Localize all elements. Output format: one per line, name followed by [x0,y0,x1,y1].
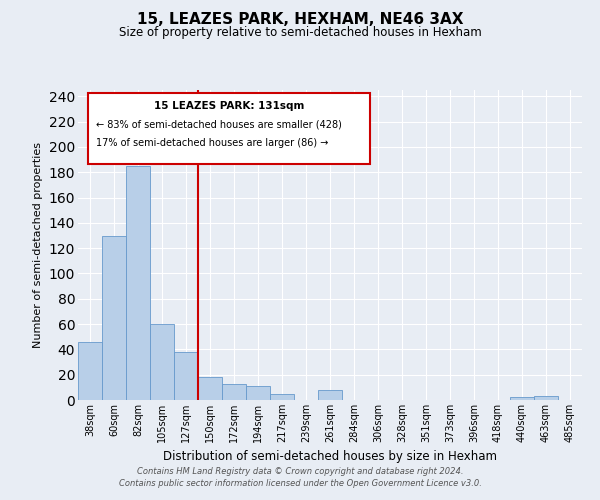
FancyBboxPatch shape [88,93,370,164]
Bar [246,386,270,400]
Bar [534,396,558,400]
Text: Size of property relative to semi-detached houses in Hexham: Size of property relative to semi-detach… [119,26,481,39]
Bar [318,390,342,400]
Y-axis label: Number of semi-detached properties: Number of semi-detached properties [33,142,43,348]
Text: 15, LEAZES PARK, HEXHAM, NE46 3AX: 15, LEAZES PARK, HEXHAM, NE46 3AX [137,12,463,28]
Text: ← 83% of semi-detached houses are smaller (428): ← 83% of semi-detached houses are smalle… [95,120,341,130]
Text: Contains HM Land Registry data © Crown copyright and database right 2024.
Contai: Contains HM Land Registry data © Crown c… [119,466,481,487]
Bar [270,394,294,400]
Bar [198,377,222,400]
Text: 15 LEAZES PARK: 131sqm: 15 LEAZES PARK: 131sqm [154,101,304,111]
Bar [78,342,102,400]
Bar [126,166,150,400]
Text: 17% of semi-detached houses are larger (86) →: 17% of semi-detached houses are larger (… [95,138,328,148]
Bar [102,236,126,400]
X-axis label: Distribution of semi-detached houses by size in Hexham: Distribution of semi-detached houses by … [163,450,497,464]
Bar [174,352,198,400]
Bar [150,324,174,400]
Bar [222,384,246,400]
Bar [510,398,534,400]
